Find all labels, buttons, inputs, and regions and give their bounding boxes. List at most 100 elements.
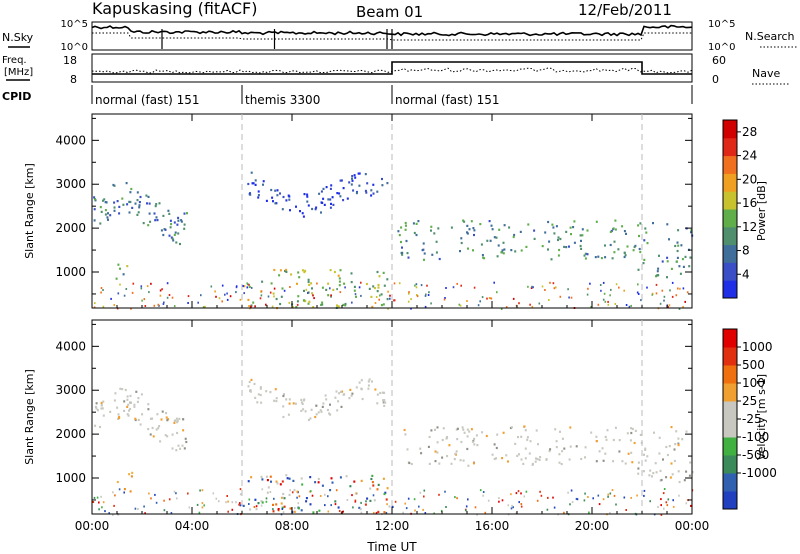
heatmap-cell (329, 287, 331, 290)
heatmap-cell (615, 283, 618, 286)
heatmap-cell (358, 381, 361, 384)
heatmap-cell (321, 201, 324, 204)
velocity-colorbar-label: Velocity [m s-1] (755, 374, 768, 460)
heatmap-cell (389, 297, 391, 300)
heatmap-cell (425, 293, 427, 296)
heatmap-cell (374, 302, 377, 304)
heatmap-cell (306, 193, 309, 196)
heatmap-cell (201, 506, 204, 509)
heatmap-cell (276, 194, 279, 197)
colorbar-tick-label: 12 (742, 220, 757, 234)
heatmap-cell (350, 281, 353, 284)
heatmap-cell (269, 475, 272, 478)
heatmap-cell (520, 503, 523, 505)
heatmap-cell (658, 436, 661, 439)
heatmap-cell (373, 511, 375, 514)
heatmap-cell (607, 493, 609, 496)
heatmap-cell (443, 298, 446, 301)
heatmap-cell (555, 286, 557, 289)
heatmap-cell (613, 494, 616, 497)
heatmap-cell (181, 444, 184, 447)
heatmap-cell (462, 428, 465, 431)
heatmap-cell (481, 254, 484, 257)
heatmap-cell (350, 183, 353, 186)
heatmap-cell (123, 491, 125, 494)
heatmap-cell (550, 258, 553, 261)
y-tick-label: 1000 (55, 471, 86, 485)
heatmap-cell (383, 404, 386, 407)
heatmap-cell (333, 270, 336, 274)
heatmap-cell (615, 503, 617, 506)
heatmap-cell (370, 477, 373, 481)
heatmap-cell (322, 187, 325, 190)
heatmap-cell (307, 418, 310, 422)
heatmap-cell (663, 299, 665, 302)
heatmap-cell (373, 287, 376, 290)
heatmap-cell (501, 249, 504, 252)
heatmap-cell (498, 228, 501, 231)
heatmap-cell (331, 481, 334, 484)
heatmap-cell (203, 504, 205, 507)
heatmap-cell (468, 228, 471, 231)
heatmap-cell (376, 190, 379, 193)
heatmap-cell (540, 494, 543, 497)
heatmap-cell (281, 208, 284, 211)
heatmap-cell (568, 458, 571, 461)
heatmap-cell (281, 480, 284, 483)
heatmap-cell (315, 404, 318, 407)
heatmap-cell (422, 242, 425, 245)
heatmap-cell (366, 182, 369, 185)
heatmap-cell (143, 298, 146, 301)
heatmap-cell (367, 387, 370, 390)
heatmap-cell (248, 503, 250, 505)
heatmap-cell (109, 214, 112, 217)
heatmap-cell (112, 491, 114, 494)
heatmap-cell (631, 461, 634, 464)
heatmap-cell (221, 300, 223, 303)
heatmap-cell (320, 303, 323, 306)
heatmap-cell (561, 437, 564, 440)
heatmap-cell (100, 407, 103, 410)
heatmap-cell (321, 301, 324, 304)
heatmap-cell (450, 226, 453, 229)
heatmap-cell (285, 398, 288, 401)
heatmap-cell (106, 216, 109, 219)
heatmap-cell (135, 390, 138, 393)
heatmap-cell (423, 252, 426, 255)
heatmap-cell (100, 401, 103, 404)
heatmap-cell (175, 417, 178, 420)
heatmap-cell (289, 489, 291, 492)
heatmap-cell (174, 231, 177, 234)
heatmap-cell (368, 287, 371, 290)
heatmap-cell (440, 509, 443, 512)
heatmap-cell (126, 398, 129, 401)
heatmap-cell (636, 494, 638, 497)
colorbar-swatch (723, 347, 737, 366)
heatmap-cell (329, 403, 331, 406)
heatmap-cell (290, 273, 293, 276)
heatmap-cell (690, 504, 692, 507)
heatmap-cell (308, 283, 311, 286)
heatmap-cell (311, 494, 314, 497)
heatmap-cell (165, 416, 168, 419)
heatmap-cell (295, 205, 297, 208)
heatmap-cell (360, 501, 362, 504)
heatmap-cell (249, 389, 251, 393)
heatmap-cell (340, 405, 343, 408)
heatmap-cell (259, 387, 262, 390)
heatmap-cell (365, 282, 368, 286)
heatmap-cell (597, 255, 600, 258)
heatmap-cell (119, 387, 122, 390)
heatmap-cell (155, 428, 158, 431)
heatmap-cell (148, 492, 150, 495)
heatmap-cell (670, 426, 673, 429)
heatmap-cell (166, 282, 169, 285)
heatmap-cell (655, 471, 658, 474)
heatmap-cell (459, 250, 461, 253)
heatmap-cell (327, 495, 329, 498)
heatmap-cell (488, 220, 491, 223)
heatmap-cell (466, 231, 468, 234)
heatmap-cell (355, 192, 358, 195)
heatmap-cell (597, 303, 600, 306)
heatmap-cell (531, 305, 534, 308)
